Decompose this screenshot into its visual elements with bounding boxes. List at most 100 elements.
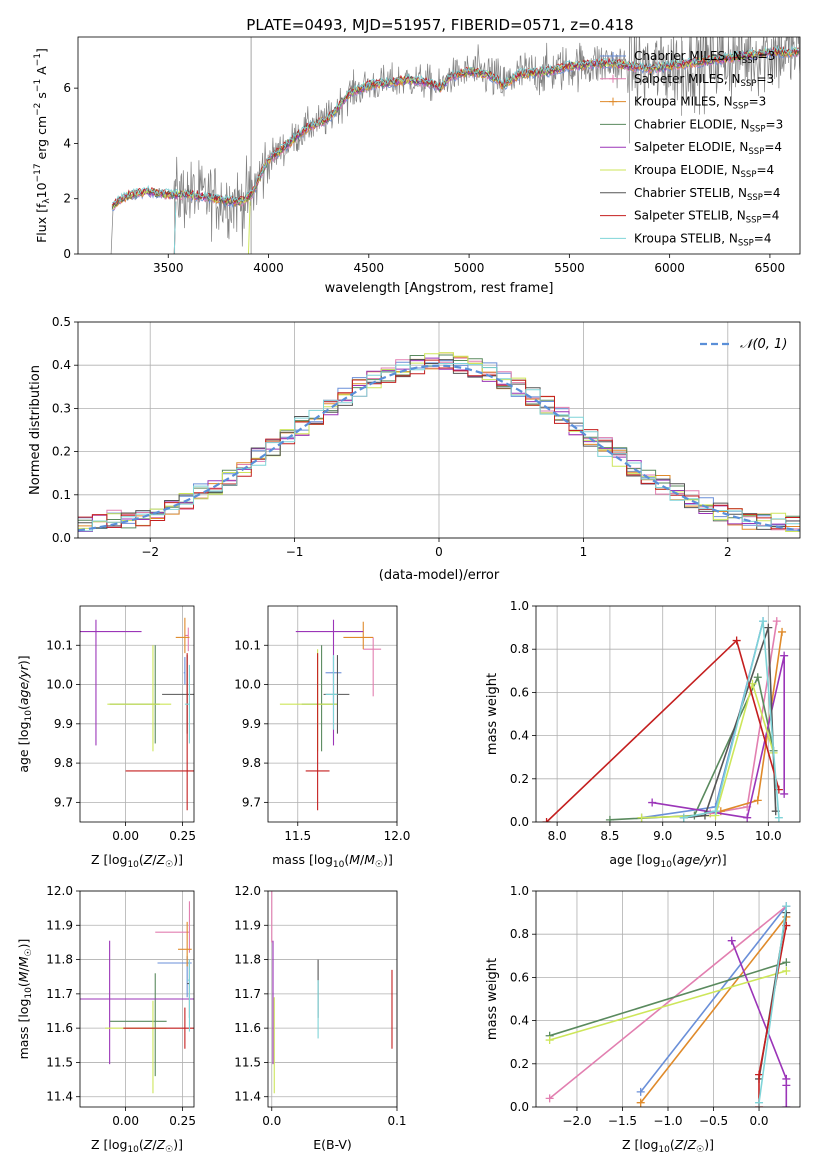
- plot-area: [545, 902, 791, 1107]
- weight-marker: [782, 966, 791, 975]
- label-part: (: [670, 1137, 675, 1152]
- legend-count: =3: [766, 117, 784, 131]
- x-tick-label: 0.0: [749, 1114, 768, 1128]
- x-tick-label: 0.25: [169, 1114, 196, 1128]
- legend-sub: SSP: [733, 102, 749, 112]
- legend-sub: SSP: [746, 216, 762, 226]
- label-part: Z: [143, 1137, 153, 1152]
- axes-frame: [535, 890, 801, 1108]
- label-part: (: [16, 705, 31, 710]
- axes: 8.0 8.5 9.0 9.5 10.0 0.0 0.2 0.4 0.6 0.8 1.0 age [l…: [485, 599, 801, 870]
- x-axis-label: Z [log10(Z/Z☉)]: [622, 1137, 714, 1155]
- legend: 𝒩(0, 1): [700, 337, 787, 352]
- mass-weight-vs-age-panel: 8.0 8.5 9.0 9.5 10.0 0.0 0.2 0.4 0.6 0.8 1.0 age [l…: [485, 599, 801, 870]
- y-tick-label: 12.0: [46, 884, 73, 898]
- y-tick-label: 9.7: [54, 795, 73, 809]
- histogram-series: [78, 352, 800, 532]
- legend-name: Chabrier ELODIE, N: [634, 117, 750, 131]
- y-tick-label: 10.0: [46, 678, 73, 692]
- plot-area: [110, 37, 800, 254]
- label-part: ☉: [165, 1145, 173, 1155]
- y-tick-label: 0.2: [510, 772, 529, 786]
- weight-marker: [753, 796, 762, 805]
- legend-name: Kroupa STELIB, N: [634, 231, 738, 245]
- y-tick-label: 0.1: [52, 488, 71, 502]
- x-tick-label: −2.0: [562, 1114, 591, 1128]
- model-spectrum: [111, 45, 800, 204]
- weight-line: [549, 970, 787, 1041]
- label-part: (: [344, 852, 349, 867]
- y-tick-label: 0.6: [510, 970, 529, 984]
- legend-entry: Chabrier MILES, NSSP=3: [634, 49, 775, 66]
- y-axis-label: Normed distribution: [28, 365, 43, 495]
- axes: 0.00 0.25 11.4 11.5 11.6 11.7 11.8 11.9 12.0 Z [l…: [16, 884, 196, 1155]
- legend-sub: SSP: [742, 56, 758, 66]
- plot-area: [78, 352, 800, 532]
- x-axis-label: (data-model)/error: [379, 568, 500, 583]
- label-part: 10: [127, 1145, 139, 1155]
- x-tick-label: 11.5: [284, 829, 311, 843]
- legend-sub: SSP: [741, 79, 757, 89]
- y-tick-label: 0.2: [510, 1057, 529, 1071]
- x-tick-label: −1: [286, 545, 304, 559]
- x-tick-label: 3500: [153, 261, 184, 275]
- weight-line: [641, 680, 775, 819]
- y-tick-label: 4: [63, 136, 71, 150]
- weight-line: [758, 925, 788, 1107]
- y-tick-label: 0.4: [510, 729, 529, 743]
- label-part: /: [152, 1137, 157, 1152]
- plot-area: [542, 617, 789, 822]
- y-tick-label: 0.8: [510, 642, 529, 656]
- axes-frame: [79, 890, 195, 1108]
- x-axis-label: Z [log10(Z/Z☉)]: [91, 852, 183, 870]
- label-part: Z [log: [91, 852, 127, 867]
- weight-marker: [545, 1094, 554, 1103]
- x-tick-label: 6000: [654, 261, 685, 275]
- label-part: ☉: [696, 1145, 704, 1155]
- legend-entry: Kroupa ELODIE, NSSP=4: [634, 163, 774, 180]
- legend-entry: Salpeter ELODIE, NSSP=4: [634, 140, 782, 157]
- weight-marker: [782, 958, 791, 967]
- weight-marker: [780, 651, 789, 660]
- legend-count: =4: [754, 231, 772, 245]
- x-tick-label: 6500: [755, 261, 786, 275]
- y-tick-label: 0.3: [52, 401, 71, 415]
- label-part: )]: [173, 1137, 183, 1152]
- label-part: Z [log: [622, 1137, 658, 1152]
- legend-sub: SSP: [750, 124, 766, 134]
- weight-marker: [636, 1098, 645, 1107]
- axes: 3500 4000 4500 5000 5500 6000 6500 0 2 4 6 waveleng…: [33, 36, 801, 296]
- x-tick-label: 2: [724, 545, 732, 559]
- label-part: age [log: [16, 721, 31, 772]
- y-tick-label: 0.2: [52, 445, 71, 459]
- x-tick-label: −1.0: [653, 1114, 682, 1128]
- model-edge: [173, 201, 177, 254]
- legend-name: Chabrier STELIB, N: [634, 186, 747, 200]
- label-part: Z: [143, 852, 153, 867]
- weight-marker: [759, 617, 768, 626]
- legend-entry: Kroupa STELIB, NSSP=4: [634, 231, 772, 248]
- weight-marker: [605, 815, 614, 822]
- weight-line: [549, 905, 787, 1100]
- legend-marker: [609, 97, 617, 106]
- y-tick-label: 10.0: [234, 678, 261, 692]
- x-tick-label: 4000: [253, 261, 284, 275]
- label-part: 10: [661, 860, 673, 870]
- label-part: Z: [156, 852, 166, 867]
- legend-name: Kroupa MILES, N: [634, 95, 733, 109]
- axes-frame: [77, 321, 801, 539]
- plot-area: [80, 901, 194, 1094]
- weight-marker: [774, 813, 783, 822]
- x-tick-label: 0.1: [387, 1114, 406, 1128]
- y-tick-label: 11.6: [46, 1021, 73, 1035]
- legend-entry: Salpeter STELIB, NSSP=4: [634, 209, 779, 226]
- weight-line: [683, 620, 780, 819]
- x-tick-label: 0.00: [112, 1114, 139, 1128]
- x-tick-label: 8.0: [548, 829, 567, 843]
- y-tick-label: 10.1: [234, 638, 261, 652]
- weight-marker: [727, 936, 736, 945]
- label-part: (: [672, 852, 677, 867]
- axes-frame: [267, 890, 398, 1108]
- legend-count: =4: [763, 186, 781, 200]
